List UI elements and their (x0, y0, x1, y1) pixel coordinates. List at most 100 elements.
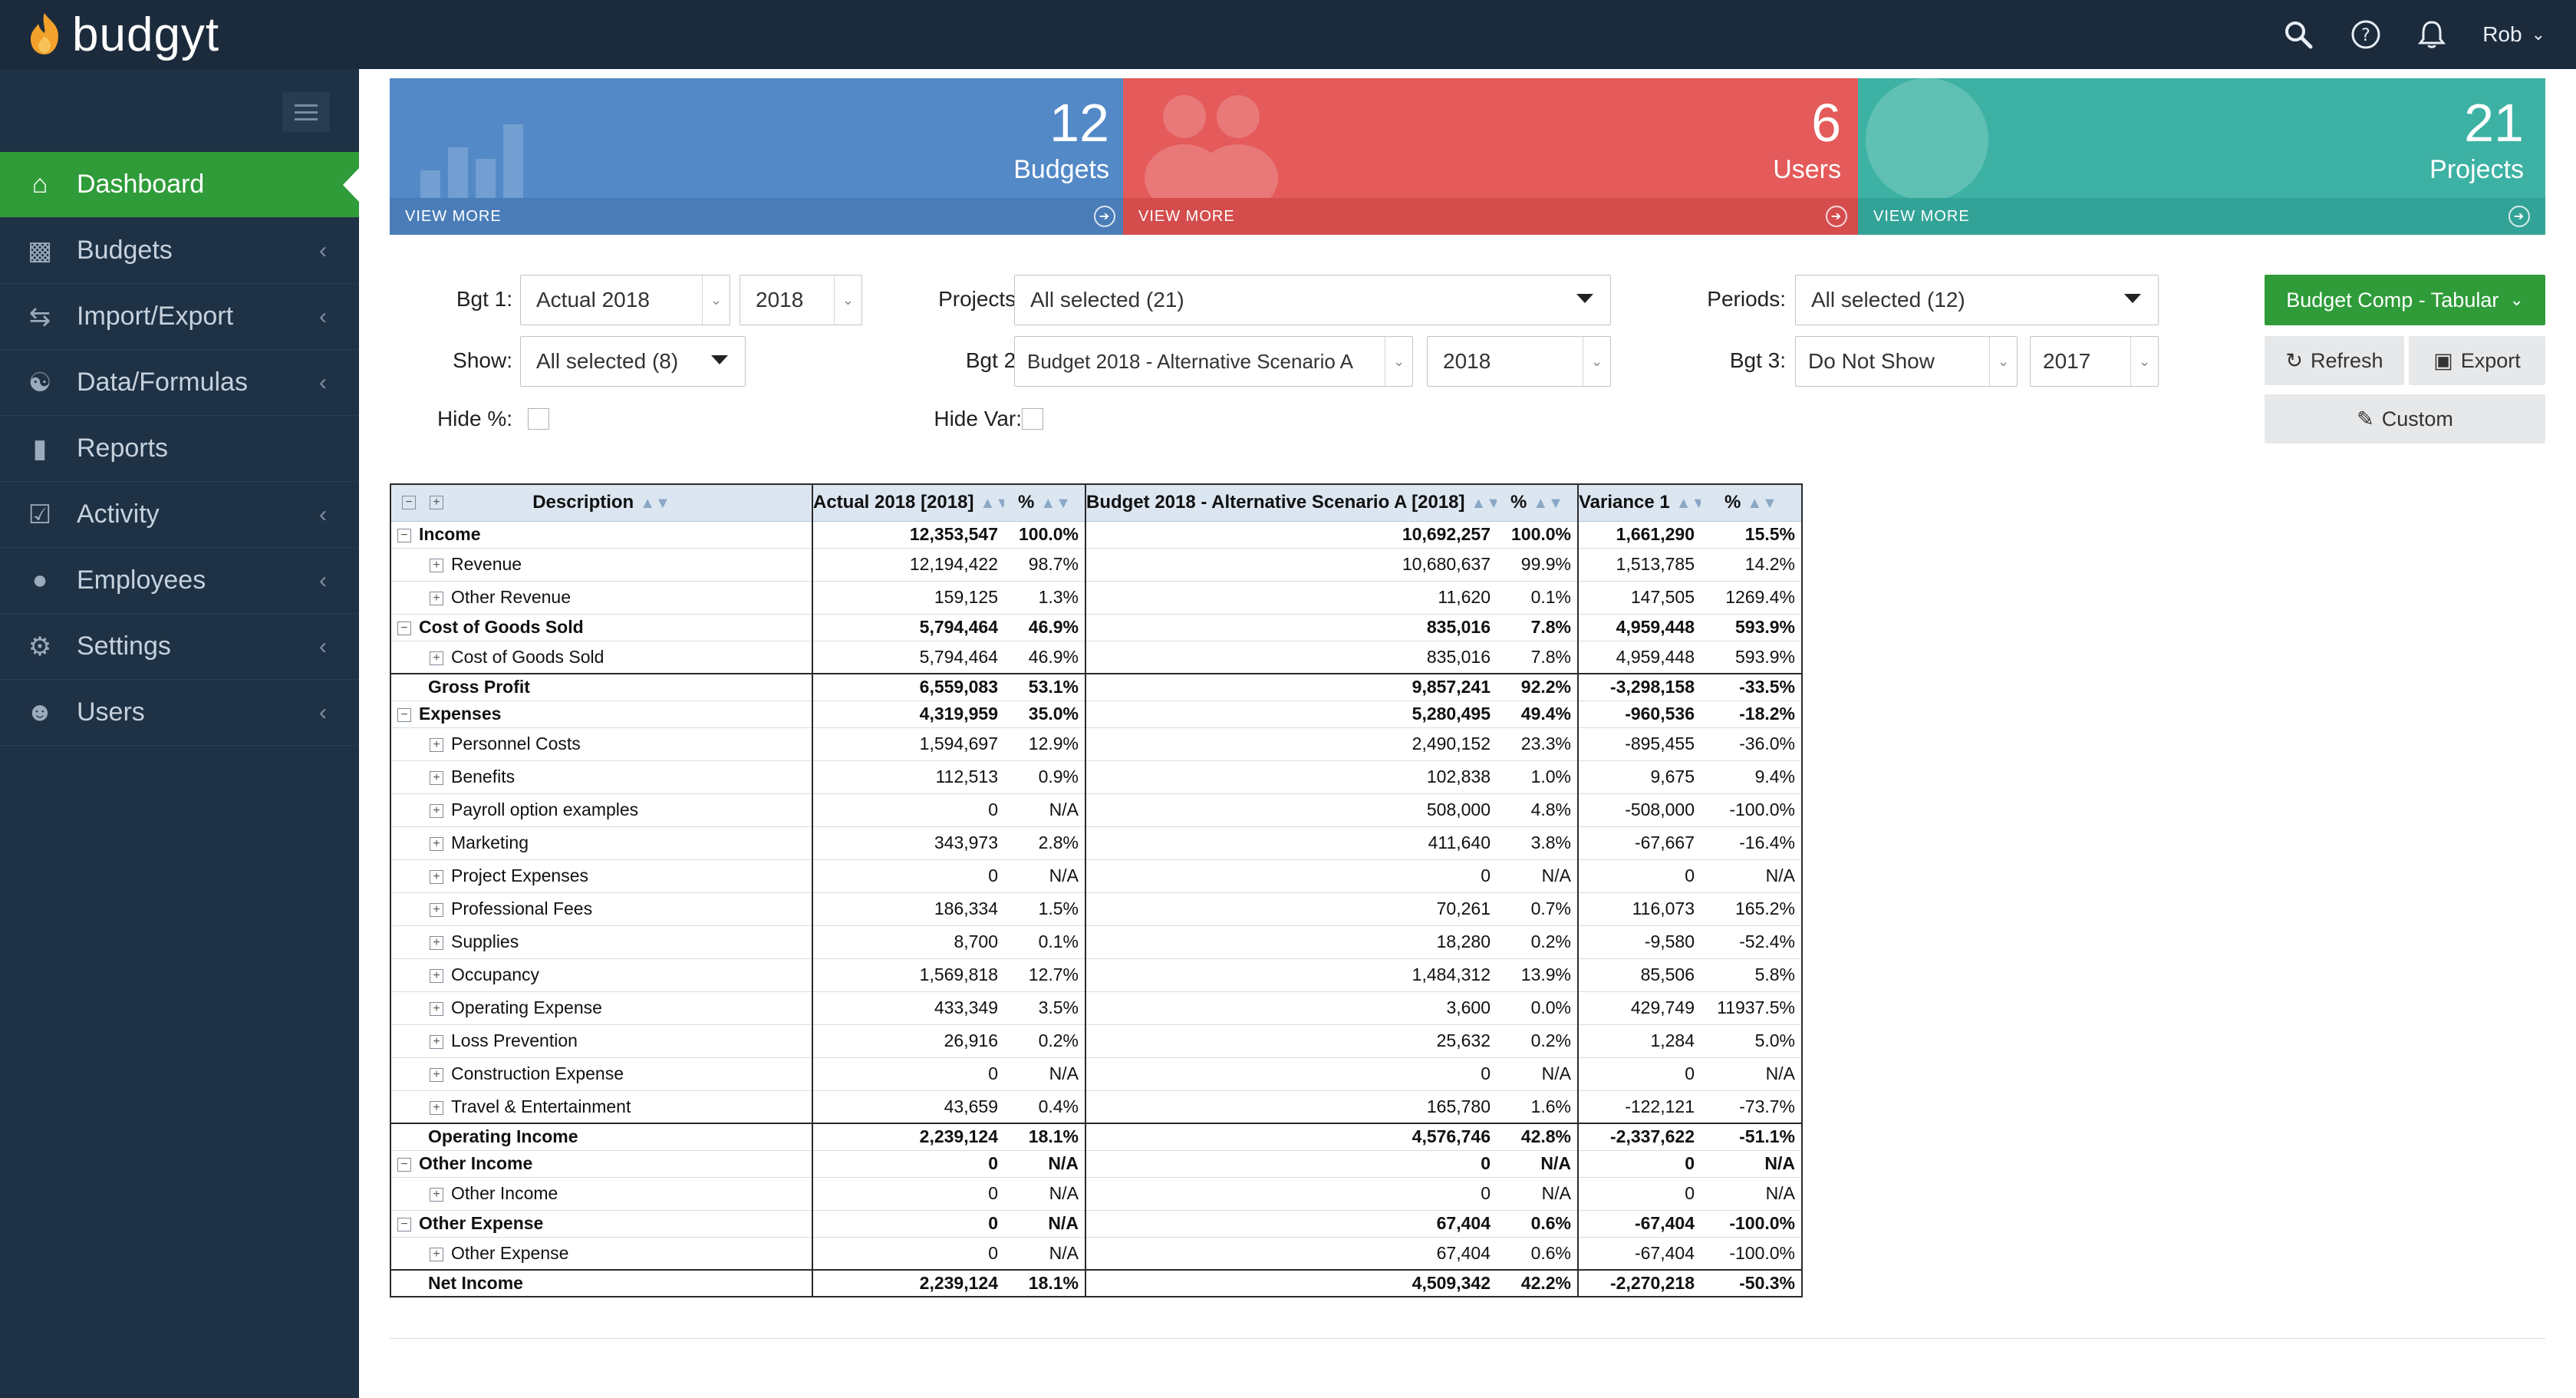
budget-pct: 7.8% (1497, 614, 1579, 641)
search-icon[interactable] (2283, 19, 2314, 50)
expand-icon[interactable]: + (430, 935, 443, 950)
refresh-button[interactable]: ↻ Refresh (2265, 336, 2404, 385)
table-row: + Other Expense 0 N/A 67,404 0.6% -67,404 -100.… (390, 1237, 1803, 1271)
table-body: − Income 12,353,547 100.0% 10,692,257 100.0% 1… (390, 521, 1803, 1297)
expand-icon[interactable]: + (430, 1100, 443, 1115)
bgt3-year-select[interactable]: 2017 ⌄ (2030, 336, 2159, 387)
sort-icon[interactable]: ▲▼ (640, 495, 670, 513)
expand-icon[interactable]: + (430, 836, 443, 851)
users-card[interactable]: 6 Users VIEW MORE ➔ (1123, 78, 1863, 235)
bgt3-select[interactable]: Do Not Show ⌄ (1795, 336, 2018, 387)
budget-pct-header[interactable]: % ▲▼ (1497, 483, 1579, 522)
show-select[interactable]: All selected (8) (520, 336, 746, 387)
sidebar-item-budgets[interactable]: ▩ Budgets ‹ (0, 218, 359, 284)
projects-card[interactable]: 21 Projects VIEW MORE ➔ (1858, 78, 2545, 235)
expand-icon[interactable]: + (430, 803, 443, 818)
sort-icon[interactable]: ▲▼ (980, 495, 1004, 513)
row-label: Payroll option examples (451, 800, 639, 819)
budgets-view-more-link[interactable]: VIEW MORE ➔ (390, 198, 1131, 235)
expand-icon[interactable]: + (430, 558, 443, 572)
app-logo[interactable]: budgyt (23, 0, 219, 69)
variance-value: 4,959,448 (1578, 614, 1701, 641)
sort-icon[interactable]: ▲▼ (1471, 495, 1497, 513)
view-more-label: VIEW MORE (1138, 207, 1235, 225)
bgt1-select[interactable]: Actual 2018 ⌄ (520, 275, 730, 325)
actual-value: 0 (812, 1210, 1004, 1238)
collapse-icon[interactable]: − (397, 1217, 411, 1231)
expand-all-icon[interactable]: + (430, 496, 443, 509)
collapse-icon[interactable]: − (397, 1157, 411, 1172)
sidebar-item-users[interactable]: ☻ Users ‹ (0, 680, 359, 746)
bgt2-select[interactable]: Budget 2018 - Alternative Scenario A ⌄ (1014, 336, 1413, 387)
sidebar-item-activity[interactable]: ☑ Activity ‹ (0, 482, 359, 548)
row-label: Supplies (451, 931, 519, 951)
expand-icon[interactable]: + (430, 737, 443, 752)
variance-value: -2,337,622 (1578, 1123, 1701, 1151)
variance-pct-header[interactable]: % ▲▼ (1701, 483, 1803, 522)
sort-icon[interactable]: ▲▼ (1533, 495, 1563, 513)
actual-pct-header[interactable]: % ▲▼ (1004, 483, 1086, 522)
expand-icon[interactable]: + (430, 1187, 443, 1202)
expand-icon[interactable]: + (430, 651, 443, 665)
budget-value: 0 (1085, 859, 1497, 893)
users-view-more-link[interactable]: VIEW MORE ➔ (1123, 198, 1863, 235)
collapse-all-icon[interactable]: − (402, 496, 416, 509)
row-description: + Payroll option examples (390, 793, 813, 827)
sidebar-item-employees[interactable]: ● Employees ‹ (0, 548, 359, 614)
budget-value: 70,261 (1085, 892, 1497, 926)
sort-icon[interactable]: ▲▼ (1747, 495, 1777, 513)
bgt2-year-select[interactable]: 2018 ⌄ (1427, 336, 1611, 387)
hide-pct-checkbox[interactable] (528, 408, 549, 430)
sidebar-item-reports[interactable]: ▮ Reports (0, 416, 359, 482)
variance-pct: -36.0% (1701, 727, 1803, 761)
periods-select[interactable]: All selected (12) (1795, 275, 2159, 325)
bgt1-year-select[interactable]: 2018 ⌄ (740, 275, 862, 325)
hide-var-checkbox[interactable] (1022, 408, 1043, 430)
expand-icon[interactable]: + (430, 770, 443, 785)
expand-icon[interactable]: + (430, 1067, 443, 1082)
sidebar-item-settings[interactable]: ⚙ Settings ‹ (0, 614, 359, 680)
bell-icon[interactable] (2418, 19, 2446, 50)
row-description: Gross Profit (390, 673, 813, 701)
expand-icon[interactable]: + (430, 902, 443, 917)
actual-header[interactable]: Actual 2018 [2018] ▲▼ (812, 483, 1004, 522)
description-header[interactable]: − + Description ▲▼ (390, 483, 813, 522)
budgets-card[interactable]: 12 Budgets VIEW MORE ➔ (390, 78, 1131, 235)
sidebar-item-data-formulas[interactable]: ☯ Data/Formulas ‹ (0, 350, 359, 416)
menu-toggle-button[interactable] (282, 92, 330, 132)
budget-header[interactable]: Budget 2018 - Alternative Scenario A [20… (1085, 483, 1497, 522)
row-description: + Operating Expense (390, 991, 813, 1025)
expand-icon[interactable]: + (430, 1001, 443, 1016)
expand-icon[interactable]: + (430, 968, 443, 983)
budget-value: 4,509,342 (1085, 1269, 1497, 1297)
collapse-icon[interactable]: − (397, 528, 411, 542)
variance-pct: 15.5% (1701, 521, 1803, 549)
variance-value: 0 (1578, 1057, 1701, 1091)
actual-value: 159,125 (812, 581, 1004, 615)
expand-icon[interactable]: + (430, 1247, 443, 1261)
projects-select[interactable]: All selected (21) (1014, 275, 1611, 325)
variance-value: -67,404 (1578, 1237, 1701, 1271)
custom-button[interactable]: ✎ Custom (2265, 394, 2545, 443)
sidebar-item-import-export[interactable]: ⇆ Import/Export ‹ (0, 284, 359, 350)
sidebar-item-dashboard[interactable]: ⌂ Dashboard (0, 152, 360, 218)
collapse-icon[interactable]: − (397, 707, 411, 722)
user-menu[interactable]: Rob ⌄ (2482, 22, 2545, 47)
help-icon[interactable]: ? (2350, 19, 2381, 50)
projects-view-more-link[interactable]: VIEW MORE ➔ (1858, 198, 2545, 235)
row-description: + Supplies (390, 925, 813, 959)
sort-icon[interactable]: ▲▼ (1040, 495, 1071, 513)
variance-pct: N/A (1701, 1177, 1803, 1211)
table-row: − Other Expense 0 N/A 67,404 0.6% -67,404 -100.… (390, 1210, 1803, 1238)
sort-icon[interactable]: ▲▼ (1675, 495, 1701, 513)
actual-pct: 18.1% (1004, 1123, 1086, 1151)
expand-icon[interactable]: + (430, 1034, 443, 1049)
expand-icon[interactable]: + (430, 869, 443, 884)
actual-pct: N/A (1004, 859, 1086, 893)
expand-icon[interactable]: + (430, 591, 443, 605)
row-label: Expenses (419, 704, 502, 724)
collapse-icon[interactable]: − (397, 621, 411, 635)
report-type-button[interactable]: Budget Comp - Tabular ⌄ (2265, 275, 2545, 325)
variance-header[interactable]: Variance 1 ▲▼ (1578, 483, 1701, 522)
export-button[interactable]: ▣ Export (2409, 336, 2545, 385)
